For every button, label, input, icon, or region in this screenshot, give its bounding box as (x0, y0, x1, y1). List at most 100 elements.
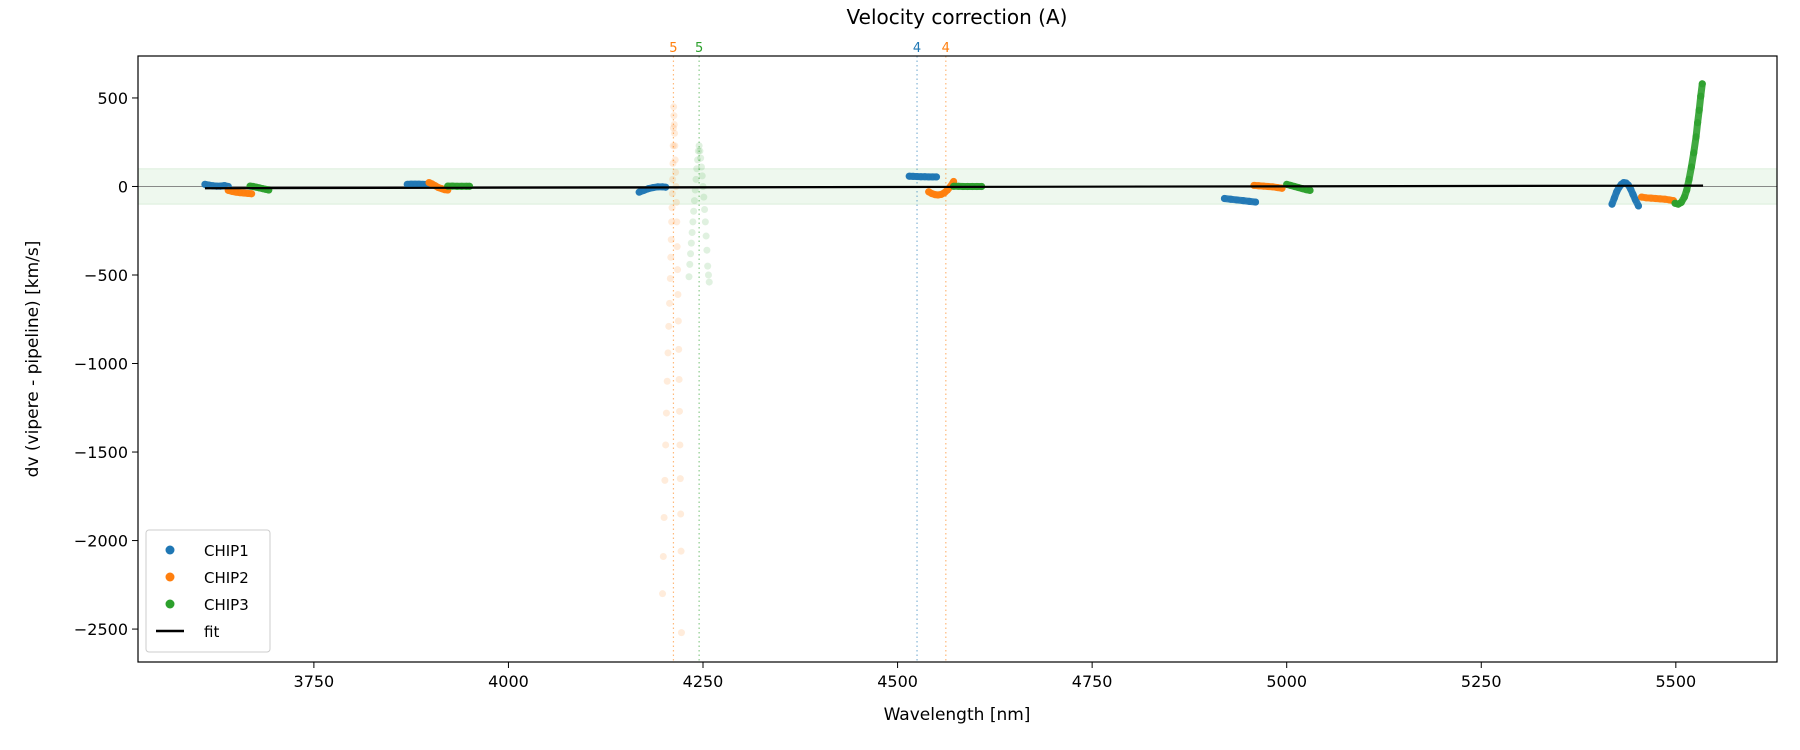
chip3-rejected-point (703, 246, 711, 254)
chip1-point (1631, 196, 1639, 204)
chip2-rejected-point (662, 409, 670, 417)
chip2-rejected-point (668, 190, 676, 198)
chip3-rejected-point (695, 142, 703, 150)
chip2-rejected-point (673, 243, 681, 251)
chip1-point (1251, 198, 1260, 206)
chip2-rejected-point (669, 175, 677, 183)
chip1-point (1233, 196, 1241, 204)
chip1-point (1608, 200, 1616, 208)
chip2-rejected-point (668, 218, 676, 226)
chip3-rejected-point (688, 229, 696, 237)
chip2-rejected-point (662, 441, 670, 449)
chip3-point (1683, 186, 1691, 194)
legend-label-chip3: CHIP3 (204, 596, 249, 614)
chip2-rejected-point (669, 159, 677, 167)
chip2-rejected-point (672, 168, 680, 176)
chip3-rejected-point (702, 232, 710, 240)
chart-title: Velocity correction (A) (847, 5, 1068, 29)
order-marker-label: 5 (669, 41, 677, 56)
legend-label-chip1: CHIP1 (204, 542, 249, 560)
legend-box (145, 529, 271, 653)
chip3-point (1692, 133, 1700, 141)
legend-marker-chip1 (165, 545, 175, 555)
chip1-point (932, 173, 941, 181)
chip2-rejected-point (670, 121, 678, 129)
chip3-rejected-point (705, 278, 713, 286)
chip3-point (1698, 80, 1706, 88)
chip3-rejected-point (698, 172, 706, 180)
order-marker-label: 5 (695, 41, 703, 56)
chip1-point (1245, 197, 1253, 205)
chip3-rejected-point (687, 239, 695, 247)
y-tick-label: 0 (118, 177, 128, 196)
chip2-rejected-point (677, 510, 685, 518)
chip3-rejected-point (694, 156, 702, 164)
chip3-rejected-point (700, 193, 708, 201)
order-marker-label: 4 (942, 41, 950, 56)
chip2-rejected-point (669, 124, 677, 132)
chip3-rejected-point (704, 262, 712, 270)
chip2-rejected-point (669, 142, 677, 150)
chip2-rejected-point (667, 253, 675, 261)
chip3-rejected-point (701, 218, 709, 226)
chip3-point (1695, 106, 1703, 114)
chip3-rejected-point (704, 271, 712, 279)
chip2-rejected-point (671, 156, 679, 164)
chip2-rejected-point (674, 266, 682, 274)
x-tick-label: 5000 (1266, 672, 1307, 691)
chip2-rejected-point (668, 204, 676, 212)
chip2-rejected-point (677, 629, 685, 637)
y-tick-label: 500 (97, 89, 128, 108)
y-tick-label: −500 (84, 266, 128, 285)
chip1-point (1227, 195, 1235, 203)
chip2-rejected-point (661, 476, 669, 484)
chip3-point (1685, 175, 1693, 183)
legend-marker-chip2 (165, 572, 175, 582)
chip2-rejected-point (666, 299, 674, 307)
chip2-rejected-point (666, 275, 674, 283)
chip3-rejected-point (687, 250, 695, 258)
chip3-point (1694, 119, 1702, 127)
chip2-point (248, 190, 256, 198)
chip1-point (1239, 197, 1247, 205)
chip2-rejected-point (670, 112, 678, 120)
chip3-point (1690, 149, 1698, 157)
chip1-point (1220, 194, 1229, 203)
legend-marker-chip3 (165, 599, 175, 609)
x-tick-label: 4000 (488, 672, 529, 691)
chip2-rejected-point (665, 322, 673, 330)
chip2-rejected-point (675, 375, 683, 383)
chip3-point (1677, 198, 1685, 207)
chip3-point (1687, 163, 1695, 171)
chip1-point (1610, 194, 1618, 202)
y-tick-label: −2500 (74, 620, 128, 639)
chip2-rejected-point (671, 142, 679, 150)
chip3-rejected-point (697, 163, 705, 171)
legend-label-chip2: CHIP2 (204, 569, 249, 587)
chip3-rejected-point (690, 197, 698, 205)
chip2-rejected-point (676, 441, 684, 449)
x-tick-label: 5250 (1461, 672, 1502, 691)
x-tick-label: 4750 (1072, 672, 1113, 691)
order-marker-label: 4 (913, 41, 921, 56)
chip3-rejected-point (692, 175, 700, 183)
chip3-point (1697, 92, 1705, 100)
legend: CHIP1 CHIP2 CHIP3 fit (145, 529, 271, 653)
x-axis-label: Wavelength [nm] (884, 705, 1031, 725)
chip3-rejected-point (694, 147, 702, 155)
chip3-point (1306, 186, 1314, 194)
chip3-rejected-point (696, 147, 704, 155)
y-tick-label: −2000 (74, 532, 128, 551)
chip1-point (1634, 202, 1643, 210)
y-tick-label: −1500 (74, 443, 128, 462)
chip2-rejected-point (664, 349, 672, 357)
chip3-rejected-point (686, 260, 694, 268)
chip2-rejected-point (674, 290, 682, 298)
chip3-rejected-point (701, 205, 709, 213)
chip3-rejected-point (697, 154, 705, 162)
chip3-point (1680, 193, 1688, 201)
chip3-rejected-point (693, 165, 701, 173)
x-tick-label: 5500 (1655, 672, 1696, 691)
legend-label-fit: fit (204, 623, 219, 641)
